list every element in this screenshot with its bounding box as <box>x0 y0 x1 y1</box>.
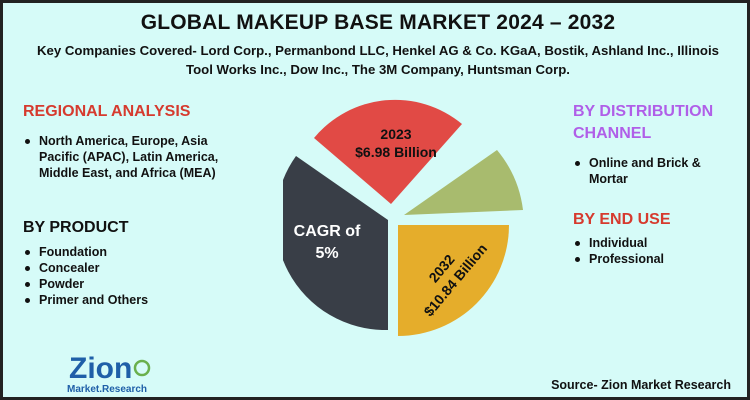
pie-slice-cagr <box>283 156 388 331</box>
list-item: Online and Brick & Mortar <box>571 155 741 187</box>
by-end-use-heading: BY END USE <box>573 211 671 228</box>
by-distribution-channel-heading: BY DISTRIBUTION CHANNEL <box>573 103 714 142</box>
list-item: Concealer <box>21 260 231 276</box>
pie-slice-2032 <box>398 225 509 336</box>
logo-tagline: Market.Research <box>67 384 147 395</box>
slice-label-cagr-line2: 5% <box>315 245 338 262</box>
regional-analysis-list: North America, Europe, Asia Pacific (APA… <box>21 133 241 181</box>
list-item: Foundation <box>21 244 231 260</box>
logo-o-accent <box>133 359 151 377</box>
by-end-use-list: Individual Professional <box>571 235 741 267</box>
slice-label-2023-year: 2023 <box>380 126 411 142</box>
source-note: Source- Zion Market Research <box>551 378 731 392</box>
logo-wordmark: Zion <box>69 352 132 385</box>
by-product-list: Foundation Concealer Powder Primer and O… <box>21 244 231 308</box>
list-item: Professional <box>571 251 741 267</box>
list-item: Primer and Others <box>21 292 231 308</box>
page-title: GLOBAL MAKEUP BASE MARKET 2024 – 2032 <box>140 11 616 34</box>
list-item: Individual <box>571 235 741 251</box>
by-product-heading: BY PRODUCT <box>23 219 129 236</box>
zion-logo: Zion Market.Research <box>67 352 151 395</box>
pie-slice-2023 <box>314 99 462 204</box>
page-subtitle: Key Companies Covered- Lord Corp., Perma… <box>37 43 719 77</box>
by-distribution-channel-list: Online and Brick & Mortar <box>571 155 741 187</box>
list-item: North America, Europe, Asia Pacific (APA… <box>21 133 241 181</box>
pie-slice-green <box>404 150 523 215</box>
market-pie-chart: 2023 $6.98 Billion CAGR of 5% 2032 $10.8… <box>283 99 523 336</box>
list-item: Powder <box>21 276 231 292</box>
slice-label-cagr-line1: CAGR of <box>294 223 361 240</box>
slice-label-2023-value: $6.98 Billion <box>355 144 437 160</box>
regional-analysis-heading: REGIONAL ANALYSIS <box>23 103 191 120</box>
